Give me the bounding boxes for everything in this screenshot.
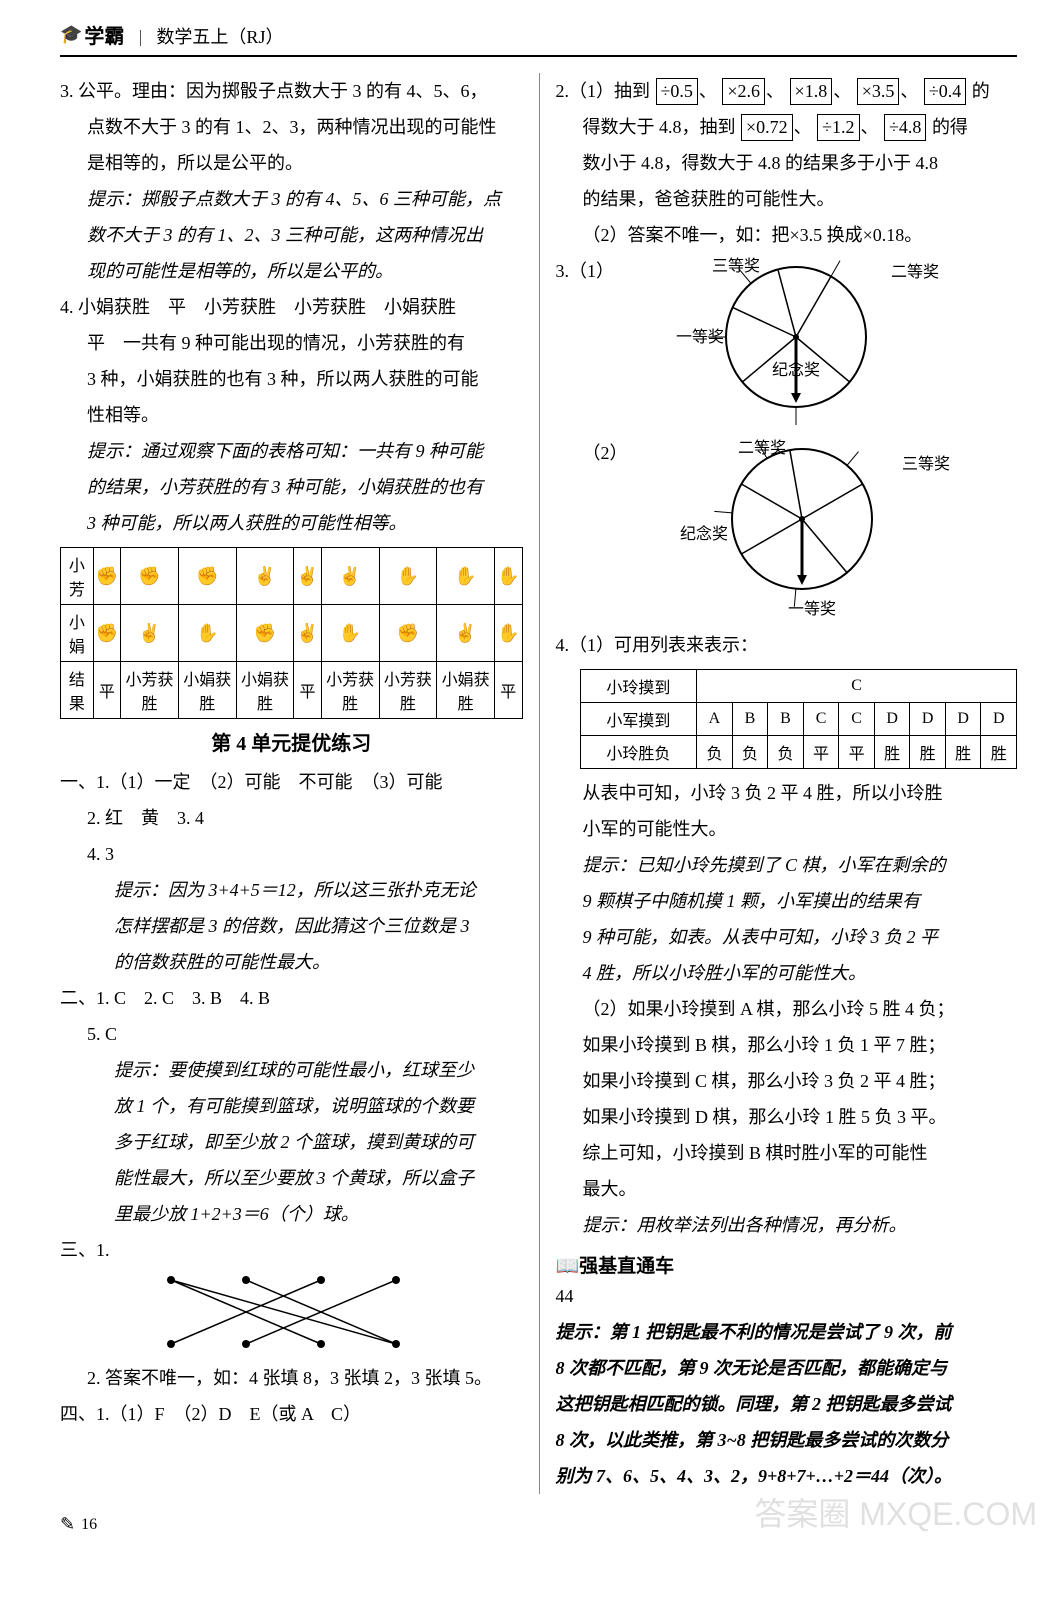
er-tip4: 能性最大，所以至少要放 3 个黄球，所以盒子	[60, 1160, 523, 1196]
svg-text:一等奖: 一等奖	[676, 328, 724, 346]
q4-tip1: 提示：通过观察下面的表格可知：一共有 9 种可能	[60, 433, 523, 469]
r-q4-tip-end: 提示：用枚举法列出各种情况，再分析。	[556, 1207, 1018, 1243]
watermark: 答案圈 MXQE.COM	[754, 1489, 1037, 1535]
pie-chart-1: 三等奖 二等奖一等奖纪念奖	[614, 257, 1017, 427]
page-number: 16	[81, 1516, 97, 1534]
boxed-value: ÷1.2	[817, 114, 859, 141]
er-2: 5. C	[60, 1016, 523, 1052]
svg-text:三等奖: 三等奖	[902, 455, 950, 473]
san-2: 2. 答案不唯一，如：4 张填 8，3 张填 2，3 张填 5。	[60, 1360, 523, 1396]
si-1: 四、1.（1）F （2）D E（或 A C）	[60, 1396, 523, 1432]
right-column: 2.（1）抽到 ÷0.5、 ×2.6、 ×1.8、 ×3.5、 ÷0.4 的 得…	[539, 73, 1018, 1494]
r-q2-l1: 2.（1）抽到 ÷0.5、 ×2.6、 ×1.8、 ×3.5、 ÷0.4 的	[556, 73, 1018, 109]
r-q3-label: 3.（1）	[556, 253, 615, 289]
r-q4-tip4: 4 胜，所以小玲胜小军的可能性大。	[556, 955, 1018, 991]
r-q4-l2: 从表中可知，小玲 3 负 2 平 4 胜，所以小玲胜	[556, 775, 1018, 811]
q4-tip3: 3 种可能，所以两人获胜的可能性相等。	[60, 505, 523, 541]
r-q4-2d: 如果小玲摸到 D 棋，那么小玲 1 胜 5 负 3 平。	[556, 1099, 1018, 1135]
graduation-cap-icon: 🎓	[60, 24, 82, 45]
yi-2: 2. 红 黄 3. 4	[60, 800, 523, 836]
table-row: 小玲摸到 C	[580, 670, 1017, 703]
r-q2-l5: （2）答案不唯一，如：把×3.5 换成×0.18。	[556, 217, 1018, 253]
strong-ans: 44	[556, 1278, 1018, 1314]
q3-tip2: 数不大于 3 的有 1、2、3 三种可能，这两种情况出	[60, 217, 523, 253]
matching-diagram	[60, 1272, 523, 1352]
logo: 🎓 学霸	[60, 20, 124, 49]
unit-title: 第 4 单元提优练习	[60, 727, 523, 756]
r-q4-tip2: 9 颗棋子中随机摸 1 颗，小军摸出的结果有	[556, 883, 1018, 919]
left-column: 3. 公平。理由：因为掷骰子点数大于 3 的有 4、5、6， 点数不大于 3 的…	[60, 73, 539, 1494]
q4-line3: 3 种，小娟获胜的也有 3 种，所以两人获胜的可能	[60, 361, 523, 397]
boxed-value: ×0.72	[741, 114, 793, 141]
yi-1: 一、1.（1）一定 （2）可能 不可能 （3）可能	[60, 764, 523, 800]
q3-line3: 是相等的，所以是公平的。	[60, 145, 523, 181]
logo-text: 学霸	[84, 20, 124, 49]
svg-text:纪念奖: 纪念奖	[680, 524, 728, 543]
svg-text:二等奖: 二等奖	[738, 439, 786, 457]
yi-tip2: 怎样摆都是 3 的倍数，因此猜这个三位数是 3	[60, 908, 523, 944]
outcome-table: 小玲摸到 C 小军摸到 A B B C C D D D D 小玲胜负	[580, 669, 1018, 769]
r-q4-2b: 如果小玲摸到 B 棋，那么小玲 1 负 1 平 7 胜；	[556, 1027, 1018, 1063]
strong-tip3: 这把钥匙相匹配的锁。同理，第 2 把钥匙最多尝试	[556, 1386, 1018, 1422]
q3-line2: 点数不大于 3 的有 1、2、3，两种情况出现的可能性	[60, 109, 523, 145]
q4-tip2: 的结果，小芳获胜的有 3 种可能，小娟获胜的也有	[60, 469, 523, 505]
q4-line1: 4. 小娟获胜 平 小芳获胜 小芳获胜 小娟获胜	[60, 289, 523, 325]
r-q4-l3: 小军的可能性大。	[556, 811, 1018, 847]
table-row: 小玲胜负 负 负 负 平 平 胜 胜 胜 胜	[580, 736, 1017, 769]
r-q4-2a: （2）如果小玲摸到 A 棋，那么小玲 5 胜 4 负；	[556, 991, 1018, 1027]
strong-tip1: 提示：第 1 把钥匙最不利的情况是尝试了 9 次，前	[556, 1314, 1018, 1350]
r-q2-l2: 得数大于 4.8，抽到 ×0.72、 ÷1.2、 ÷4.8 的得	[556, 109, 1018, 145]
q4-line2: 平 一共有 9 种可能出现的情况，小芳获胜的有	[60, 325, 523, 361]
boxed-value: ×2.6	[722, 78, 765, 105]
r-q4-2e: 综上可知，小玲摸到 B 棋时胜小军的可能性	[556, 1135, 1018, 1171]
yi-tip1: 提示：因为 3+4+5＝12，所以这三张扑克无论	[60, 872, 523, 908]
r-q4-l1: 4.（1）可用列表来表示：	[556, 627, 1018, 663]
strong-tip4: 8 次，以此类推，第 3~8 把钥匙最多尝试的次数分	[556, 1422, 1018, 1458]
boxed-value: ÷0.5	[656, 78, 698, 105]
er-tip2: 放 1 个，有可能摸到篮球，说明篮球的个数要	[60, 1088, 523, 1124]
table-row: 小娟 ✊ ✌ ✋ ✊ ✌ ✋ ✊ ✌ ✋	[61, 605, 523, 662]
svg-text:三等奖: 三等奖	[711, 257, 759, 275]
r-q4-tip3: 9 种可能，如表。从表中可知，小玲 3 负 2 平	[556, 919, 1018, 955]
er-tip1: 提示：要使摸到红球的可能性最小，红球至少	[60, 1052, 523, 1088]
q3-tip1: 提示：掷骰子点数大于 3 的有 4、5、6 三种可能，点	[60, 181, 523, 217]
page-header: 🎓 学霸 ｜ 数学五上（RJ）	[60, 20, 1017, 57]
table-row: 小芳 ✊ ✊ ✊ ✌ ✌ ✌ ✋ ✋ ✋	[61, 548, 523, 605]
er-1: 二、1. C 2. C 3. B 4. B	[60, 980, 523, 1016]
r-q3-label2: （2）	[556, 435, 628, 471]
r-q2-l4: 的结果，爸爸获胜的可能性大。	[556, 181, 1018, 217]
q3-tip3: 现的可能性是相等的，所以是公平的。	[60, 253, 523, 289]
rps-table: 小芳 ✊ ✊ ✊ ✌ ✌ ✌ ✋ ✋ ✋ 小娟 ✊ ✌ ✋ ✊	[60, 547, 523, 719]
q4-line4: 性相等。	[60, 397, 523, 433]
yi-3: 4. 3	[60, 836, 523, 872]
pencil-icon: ✎	[60, 1514, 75, 1535]
yi-tip3: 的倍数获胜的可能性最大。	[60, 944, 523, 980]
svg-text:纪念奖: 纪念奖	[771, 360, 819, 379]
r-q4-2c: 如果小玲摸到 C 棋，那么小玲 3 负 2 平 4 胜；	[556, 1063, 1018, 1099]
strong-tip2: 8 次都不匹配，第 9 次无论是否匹配，都能确定与	[556, 1350, 1018, 1386]
er-tip3: 多于红球，即至少放 2 个篮球，摸到黄球的可	[60, 1124, 523, 1160]
header-separator: ｜	[132, 25, 148, 49]
svg-text:二等奖: 二等奖	[891, 263, 939, 281]
er-tip5: 里最少放 1+2+3＝6（个）球。	[60, 1196, 523, 1232]
pie-chart-2: 二等奖三等奖纪念奖一等奖	[628, 439, 1018, 619]
table-row: 结果 平 小芳获胜 小娟获胜 小娟获胜 平 小芳获胜 小芳获胜 小娟获胜 平	[61, 662, 523, 719]
san-label: 三、1.	[60, 1232, 523, 1268]
r-q4-tip1: 提示：已知小玲先摸到了 C 棋，小军在剩余的	[556, 847, 1018, 883]
boxed-value: ÷0.4	[924, 78, 966, 105]
q3-line1: 3. 公平。理由：因为掷骰子点数大于 3 的有 4、5、6，	[60, 73, 523, 109]
boxed-value: ÷4.8	[884, 114, 926, 141]
r-q2-l3: 数小于 4.8，得数大于 4.8 的结果多于小于 4.8	[556, 145, 1018, 181]
r-q4-2f: 最大。	[556, 1171, 1018, 1207]
subject-text: 数学五上（RJ）	[156, 23, 283, 49]
boxed-value: ×1.8	[790, 78, 833, 105]
table-row: 小军摸到 A B B C C D D D D	[580, 703, 1017, 736]
boxed-value: ×3.5	[857, 78, 900, 105]
strong-title: 📖强基直通车	[556, 1251, 1018, 1278]
svg-text:一等奖: 一等奖	[788, 600, 836, 618]
